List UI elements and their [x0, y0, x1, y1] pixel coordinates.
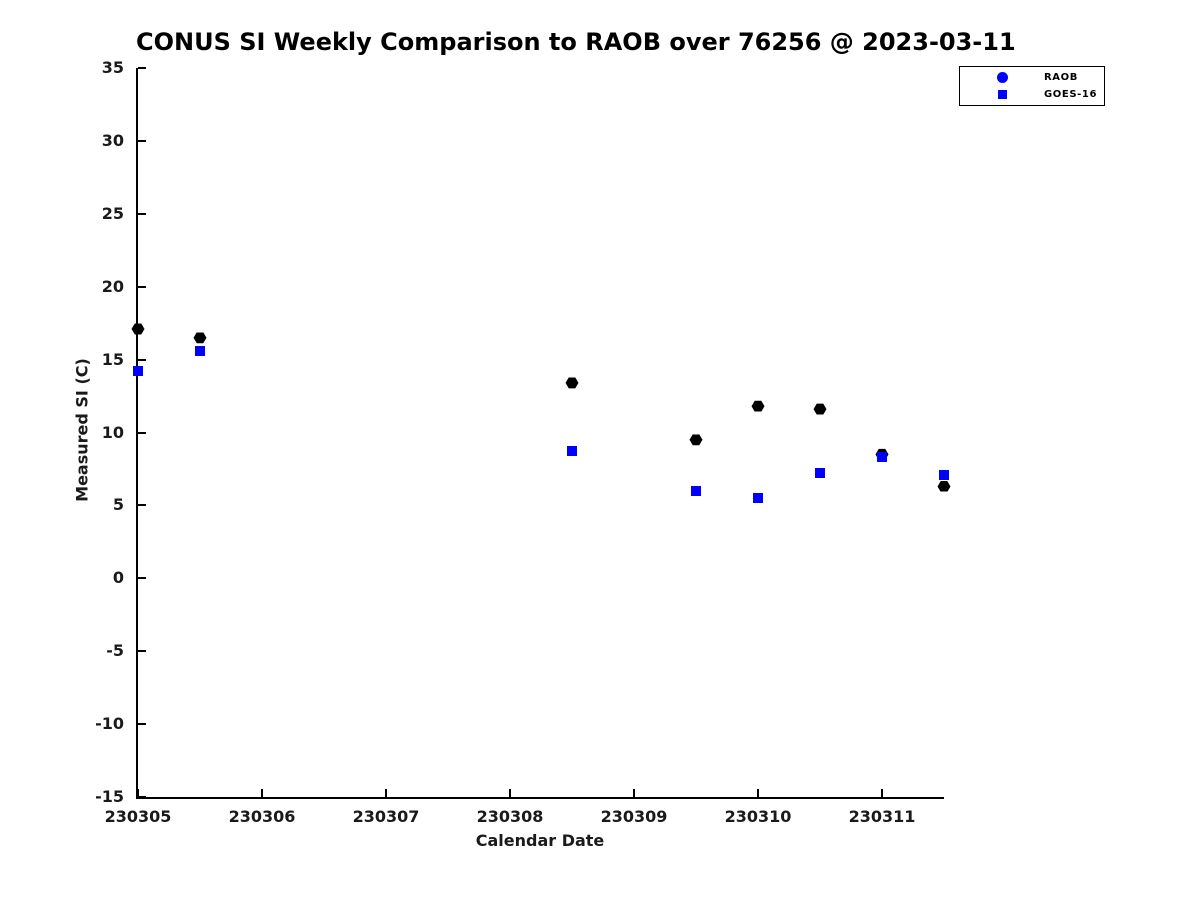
y-tick	[138, 577, 146, 580]
goes16-point	[691, 485, 701, 496]
legend-label-raob: RAOB	[1044, 72, 1078, 83]
legend-marker-cell	[960, 72, 1044, 83]
y-tick	[138, 139, 146, 142]
y-tick-label: 0	[112, 568, 124, 588]
legend-box: RAOB GOES-16	[959, 66, 1105, 106]
y-tick	[138, 723, 146, 726]
x-tick-label: 230311	[848, 807, 916, 826]
x-tick	[385, 789, 387, 797]
x-tick-label: 230306	[228, 807, 296, 826]
x-tick	[633, 789, 635, 797]
y-tick	[138, 285, 146, 288]
raob-point	[813, 403, 827, 415]
x-axis-label: Calendar Date	[475, 831, 605, 850]
x-tick-label: 230307	[352, 807, 420, 826]
legend-square-icon	[997, 90, 1007, 99]
x-tick-label: 230310	[724, 807, 792, 826]
y-tick-label: 30	[101, 130, 124, 150]
x-tick	[509, 789, 511, 797]
x-tick	[261, 789, 263, 797]
raob-point	[689, 434, 703, 446]
y-tick-label: -15	[95, 787, 124, 806]
x-tick-label: 230309	[600, 807, 668, 826]
y-tick	[138, 431, 146, 434]
x-tick-label: 230308	[476, 807, 544, 826]
y-tick	[138, 358, 146, 361]
goes16-point	[133, 366, 143, 377]
legend-item-raob: RAOB	[960, 69, 1104, 86]
goes16-point	[939, 469, 949, 480]
raob-point	[193, 332, 207, 344]
plot-area: 35 30 25 20 15 10 5 0 -5 -10 -15 230305 230306 230307…	[95, 58, 951, 826]
goes16-point	[195, 345, 205, 356]
raob-point	[751, 400, 765, 412]
x-tick	[137, 789, 139, 797]
y-tick-label: 20	[101, 276, 124, 296]
raob-point	[131, 323, 145, 335]
chart-title: CONUS SI Weekly Comparison to RAOB over …	[136, 28, 1016, 56]
legend-marker-cell	[960, 90, 1044, 99]
y-tick-label: 35	[101, 58, 124, 77]
y-axis-label: Measured SI (C)	[72, 358, 92, 502]
raob-point	[937, 480, 951, 492]
y-tick-label: -10	[95, 714, 124, 734]
goes16-point	[567, 446, 577, 457]
y-tick-label: 25	[101, 203, 124, 223]
y-tick-label: 15	[101, 349, 124, 369]
goes16-point	[815, 468, 825, 479]
x-tick-label: 230305	[104, 807, 172, 826]
y-tick-label: -5	[106, 641, 124, 661]
y-tick-label: 10	[101, 422, 124, 442]
y-tick	[138, 212, 146, 215]
goes16-point	[877, 452, 887, 463]
x-tick	[757, 789, 759, 797]
y-tick	[138, 796, 146, 798]
raob-point	[565, 377, 579, 389]
y-tick-label: 5	[112, 495, 124, 515]
y-tick	[138, 67, 146, 69]
legend-circle-icon	[996, 72, 1008, 83]
goes16-point	[753, 493, 763, 504]
y-tick	[138, 650, 146, 653]
legend-item-goes16: GOES-16	[960, 86, 1104, 103]
legend-label-goes16: GOES-16	[1044, 89, 1098, 100]
x-tick	[881, 789, 883, 797]
y-tick	[138, 504, 146, 507]
